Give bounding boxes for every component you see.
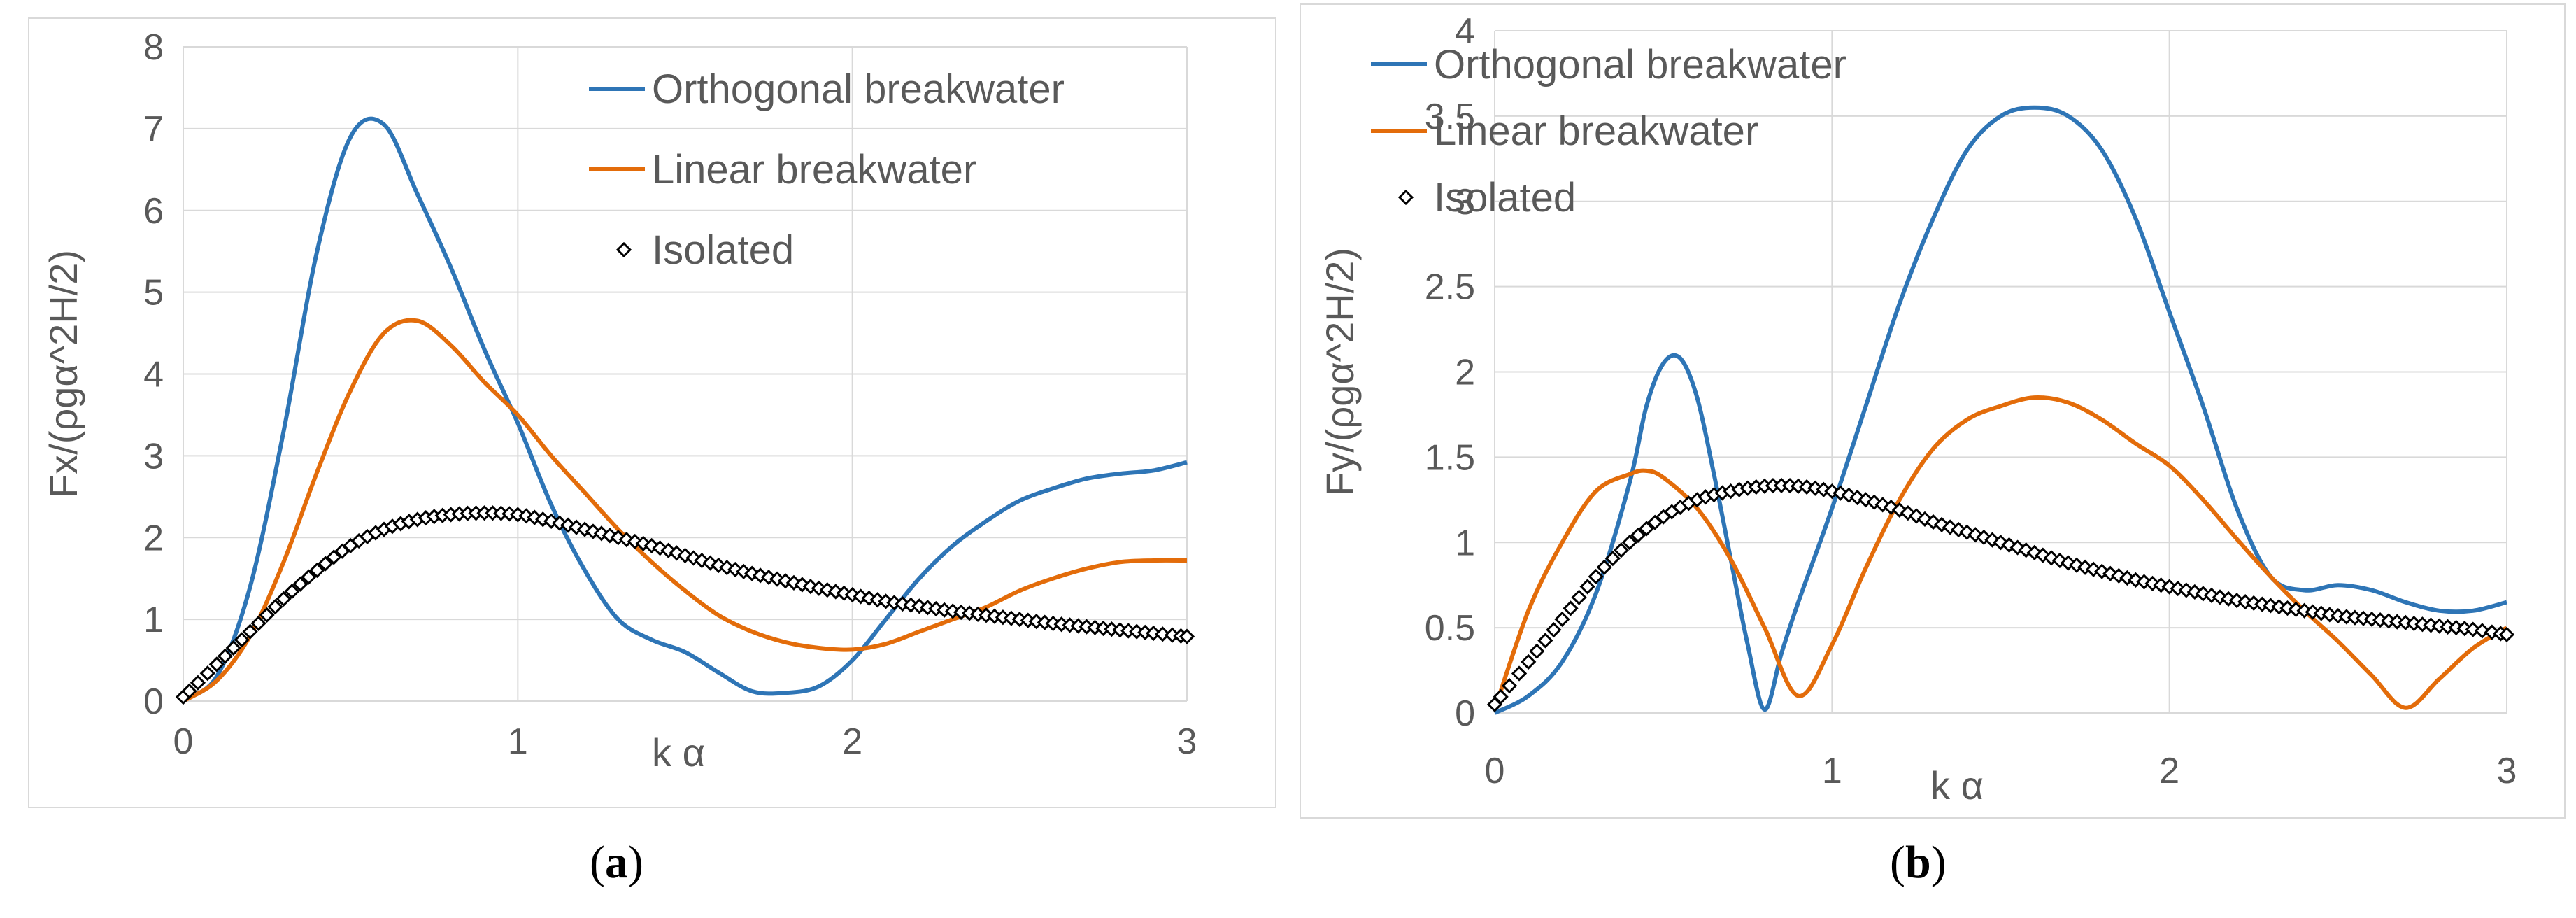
data-point (1146, 625, 1162, 642)
data-point (190, 675, 206, 691)
data-point (1588, 568, 1604, 585)
caption-b-letter: b (1905, 837, 1931, 888)
data-point (1554, 611, 1570, 628)
data-point (2498, 626, 2515, 642)
x-tick-label: 0 (173, 721, 194, 762)
data-point (225, 640, 241, 656)
y-tick-label: 2 (143, 518, 164, 558)
y-tick-label: 1.5 (1425, 437, 1475, 478)
legend-label: Isolated (1434, 175, 1576, 220)
y-tick-label: 8 (143, 27, 164, 68)
y-tick-label: 4 (1455, 11, 1475, 52)
data-point (1579, 579, 1595, 595)
series-a-0 (182, 116, 1188, 702)
data-point (1521, 654, 1537, 670)
data-point (326, 549, 342, 565)
data-point (1493, 688, 1509, 705)
y-tick-label: 4 (143, 355, 164, 395)
data-point (1155, 626, 1171, 642)
data-point (1563, 600, 1579, 616)
legend-swatch (615, 241, 632, 258)
data-point (1613, 542, 1629, 558)
data-point (199, 665, 215, 682)
y-axis-label: Fx/(ρgα^2H/2) (41, 250, 85, 498)
y-tick-label: 0.5 (1425, 608, 1475, 649)
caption-a: (a) (590, 837, 643, 888)
data-point (318, 556, 334, 572)
x-tick-label: 0 (1485, 751, 1505, 791)
caption-b: (b) (1890, 837, 1947, 888)
series-a-1 (182, 318, 1188, 703)
caption-a-letter: a (604, 837, 628, 888)
data-point (1630, 527, 1646, 544)
data-point (284, 584, 300, 600)
x-axis-label: k α (1930, 763, 1984, 807)
data-point (1511, 665, 1528, 682)
y-axis-label: Fy/(ρgα^2H/2) (1318, 248, 1362, 496)
series-line (1493, 395, 2508, 711)
x-tick-label: 2 (842, 721, 862, 762)
y-tick-label: 3 (1455, 182, 1475, 223)
data-point (736, 563, 752, 580)
legend-label: Orthogonal breakwater (652, 66, 1065, 112)
data-point (276, 591, 292, 607)
data-point (1546, 622, 1562, 638)
legend-label: Linear breakwater (652, 147, 976, 192)
legend-label: Isolated (652, 227, 794, 273)
x-tick-label: 1 (1822, 751, 1842, 791)
data-point (242, 623, 258, 640)
data-point (181, 683, 197, 699)
x-tick-label: 3 (1177, 721, 1197, 762)
data-point (1621, 535, 1638, 551)
legend-label: Orthogonal breakwater (1434, 42, 1846, 87)
data-point (208, 656, 225, 672)
data-point (267, 599, 283, 615)
y-tick-label: 1 (1455, 523, 1475, 563)
series-b-2 (1486, 477, 2515, 712)
series-b-1 (1493, 395, 2508, 711)
data-point (1604, 550, 1621, 567)
y-tick-label: 2 (1455, 353, 1475, 393)
legend-label: Linear breakwater (1434, 108, 1758, 154)
data-point (1501, 678, 1518, 694)
data-point (2474, 623, 2491, 639)
y-tick-label: 2.5 (1425, 267, 1475, 308)
data-point (259, 607, 275, 623)
data-point (1537, 633, 1553, 649)
data-point (301, 569, 317, 585)
x-tick-label: 3 (2497, 751, 2517, 791)
chart-a: 0 1 2 3 4 5 6 7 8 0 1 2 3 k α Fx/(ρgα^2H/2) Orthogonal … (41, 27, 1197, 775)
data-point (234, 632, 250, 648)
y-tick-label: 3.5 (1425, 97, 1475, 137)
data-point (2465, 621, 2481, 637)
y-tick-label: 0 (1455, 693, 1475, 734)
x-tick-label: 2 (2159, 751, 2179, 791)
series-a-2 (175, 505, 1195, 705)
y-tick-label: 7 (143, 109, 164, 150)
data-point (309, 562, 325, 579)
y-tick-label: 3 (143, 436, 164, 476)
y-tick-label: 0 (143, 682, 164, 722)
data-point (1638, 521, 1655, 537)
data-point (1529, 643, 1545, 659)
data-point (217, 648, 233, 664)
data-point (1179, 628, 1195, 644)
chart-panel-a: 0 1 2 3 4 5 6 7 8 0 1 2 3 k α Fx/(ρgα^2H/2) Orthogonal … (28, 17, 1276, 808)
y-tick-label: 6 (143, 191, 164, 232)
data-point (1571, 589, 1587, 605)
x-axis-label: k α (652, 730, 705, 775)
chart-b: 0 0.5 1 1.5 2 2.5 3 3.5 4 0 1 2 3 k α Fy/(ρgα^2H/2) Ort… (1318, 11, 2517, 807)
y-tick-label: 5 (143, 273, 164, 313)
data-point (250, 615, 266, 631)
data-point (292, 576, 308, 592)
legend-swatch (1397, 189, 1414, 206)
series-line (182, 116, 1188, 702)
chart-panel-b: 0 0.5 1 1.5 2 2.5 3 3.5 4 0 1 2 3 k α Fy/(ρgα^2H/2) Ort… (1300, 3, 2566, 819)
x-tick-label: 1 (508, 721, 528, 762)
y-tick-label: 1 (143, 600, 164, 640)
data-point (1596, 559, 1612, 575)
series-line (182, 318, 1188, 703)
